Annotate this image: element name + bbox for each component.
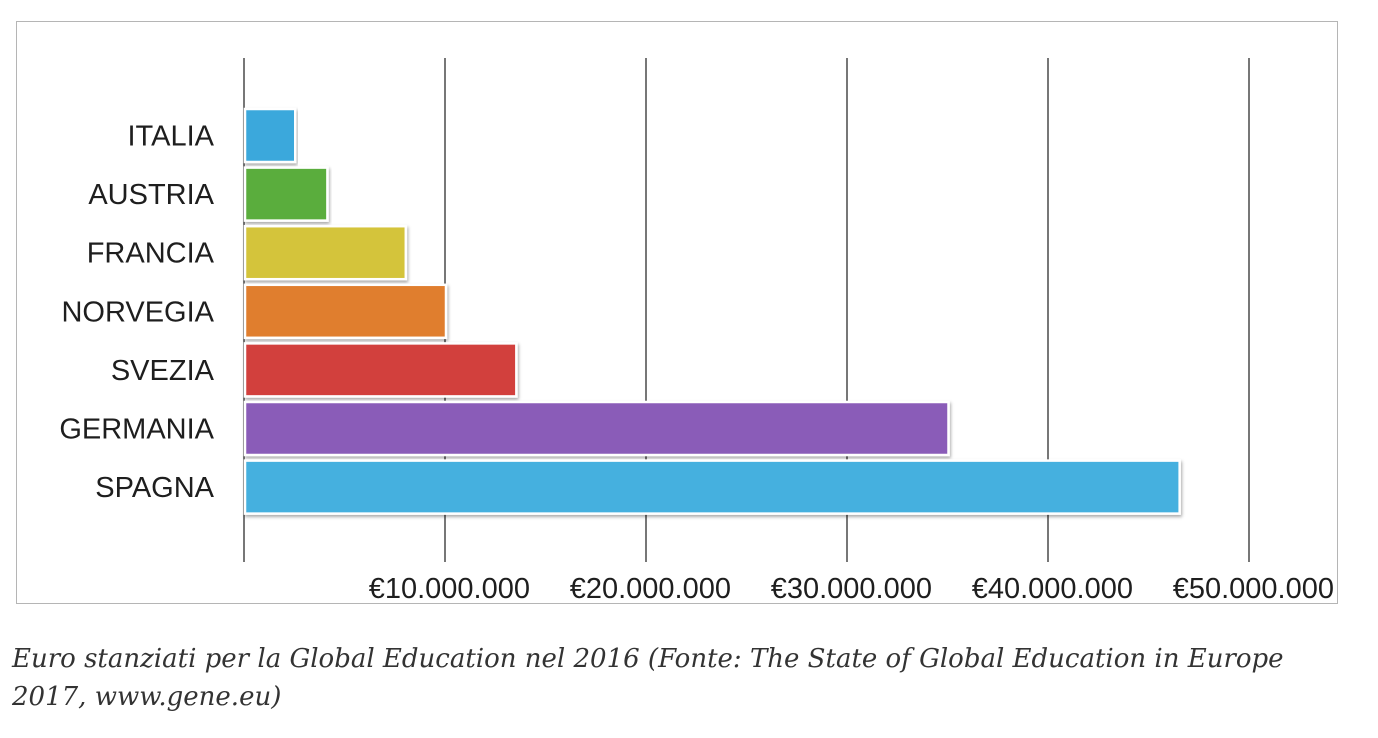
x-tick-label: €50.000.000 xyxy=(1173,573,1334,605)
category-label-austria: AUSTRIA xyxy=(88,179,214,211)
category-label-germania: GERMANIA xyxy=(59,414,214,446)
bar-spagna xyxy=(243,459,1181,515)
bar-chart: ITALIA AUSTRIA FRANCIA NORVEGIA SVEZIA GERMAN… xyxy=(59,58,1334,605)
x-tick-label: €20.000.000 xyxy=(570,573,731,605)
bars xyxy=(243,107,1181,515)
category-label-norvegia: NORVEGIA xyxy=(61,296,214,328)
category-label-spagna: SPAGNA xyxy=(95,472,214,504)
x-tick-label: €10.000.000 xyxy=(369,573,530,605)
bar-austria xyxy=(243,166,329,222)
x-tick-label: €40.000.000 xyxy=(972,573,1133,605)
bar-germania xyxy=(243,400,950,457)
category-labels: ITALIA AUSTRIA FRANCIA NORVEGIA SVEZIA GERMAN… xyxy=(59,121,214,505)
chart-frame: ITALIA AUSTRIA FRANCIA NORVEGIA SVEZIA GERMAN… xyxy=(16,21,1338,605)
x-tick-label: €30.000.000 xyxy=(771,573,932,605)
category-label-francia: FRANCIA xyxy=(87,238,215,270)
bar-francia xyxy=(243,224,408,281)
category-label-italia: ITALIA xyxy=(128,121,215,153)
figure-caption: Euro stanziati per la Global Education n… xyxy=(12,644,1284,712)
category-label-svezia: SVEZIA xyxy=(111,355,215,387)
x-tick-labels: €10.000.000 €20.000.000 €30.000.000 €40.000… xyxy=(369,573,1334,605)
bar-norvegia xyxy=(243,283,448,340)
bar-svezia xyxy=(243,342,518,398)
bar-italia xyxy=(243,107,297,164)
